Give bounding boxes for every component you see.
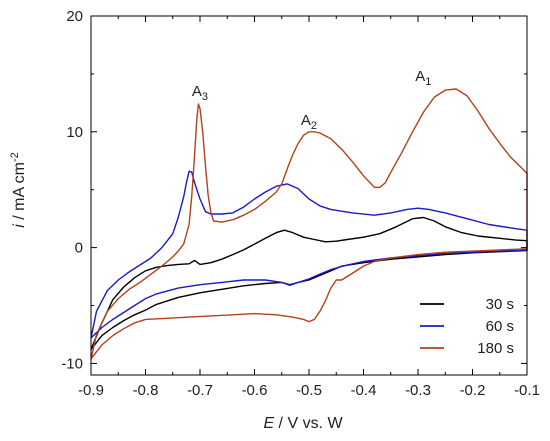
y-axis-symbol: i <box>11 224 28 228</box>
x-tick-label: -0.9 <box>78 382 104 399</box>
x-tick-label: -0.4 <box>351 382 377 399</box>
y-tick-label: 0 <box>75 240 83 257</box>
series-line-2 <box>90 88 528 360</box>
x-tick-label: -0.6 <box>242 382 268 399</box>
legend: 30 s 60 s 180 s <box>420 296 514 357</box>
plot-area <box>90 88 528 360</box>
axes: -0.9 -0.8 -0.7 -0.6 -0.5 -0.4 -0.3 -0.2 -0.1 -10 0… <box>61 8 540 399</box>
legend-label-0: 30 s <box>486 296 514 313</box>
x-axis-unit: / V vs. W <box>274 415 343 432</box>
y-axis-title: i / mA cm-2 <box>9 152 28 228</box>
x-tick-label: -0.3 <box>405 382 431 399</box>
x-axis-title: E / V vs. W <box>263 415 343 432</box>
x-tick-label: -0.5 <box>296 382 322 399</box>
peak-label-A3: A3 <box>192 83 208 103</box>
y-tick-label: 10 <box>66 124 83 141</box>
peak-annotations: A3 A2 A1 <box>192 68 432 132</box>
legend-label-2: 180 s <box>477 340 514 357</box>
series-line-1 <box>90 170 528 339</box>
x-axis-symbol: E <box>263 415 274 432</box>
peak-label-A1: A1 <box>415 68 431 88</box>
x-tick-label: -0.7 <box>187 382 213 399</box>
y-axis-unit-exponent: -2 <box>9 152 21 162</box>
x-tick-label: -0.1 <box>514 382 540 399</box>
y-axis-unit: / mA cm <box>11 162 28 224</box>
x-tick-label: -0.2 <box>460 382 486 399</box>
x-tick-label: -0.8 <box>133 382 159 399</box>
y-tick-label: -10 <box>61 355 83 372</box>
peak-label-A2: A2 <box>301 112 317 132</box>
legend-label-1: 60 s <box>486 318 514 335</box>
y-tick-label: 20 <box>66 8 83 25</box>
series-line-0 <box>90 216 528 350</box>
